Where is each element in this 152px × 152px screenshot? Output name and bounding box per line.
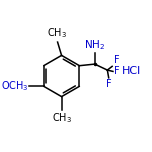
Text: F: F <box>114 66 120 76</box>
Text: NH$_2$: NH$_2$ <box>84 38 105 52</box>
Text: CH$_3$: CH$_3$ <box>47 27 67 40</box>
Text: F: F <box>114 55 119 65</box>
Text: OCH$_3$: OCH$_3$ <box>1 79 28 93</box>
Text: HCl: HCl <box>122 66 141 76</box>
Text: F: F <box>106 79 112 89</box>
Text: CH$_3$: CH$_3$ <box>52 112 72 125</box>
